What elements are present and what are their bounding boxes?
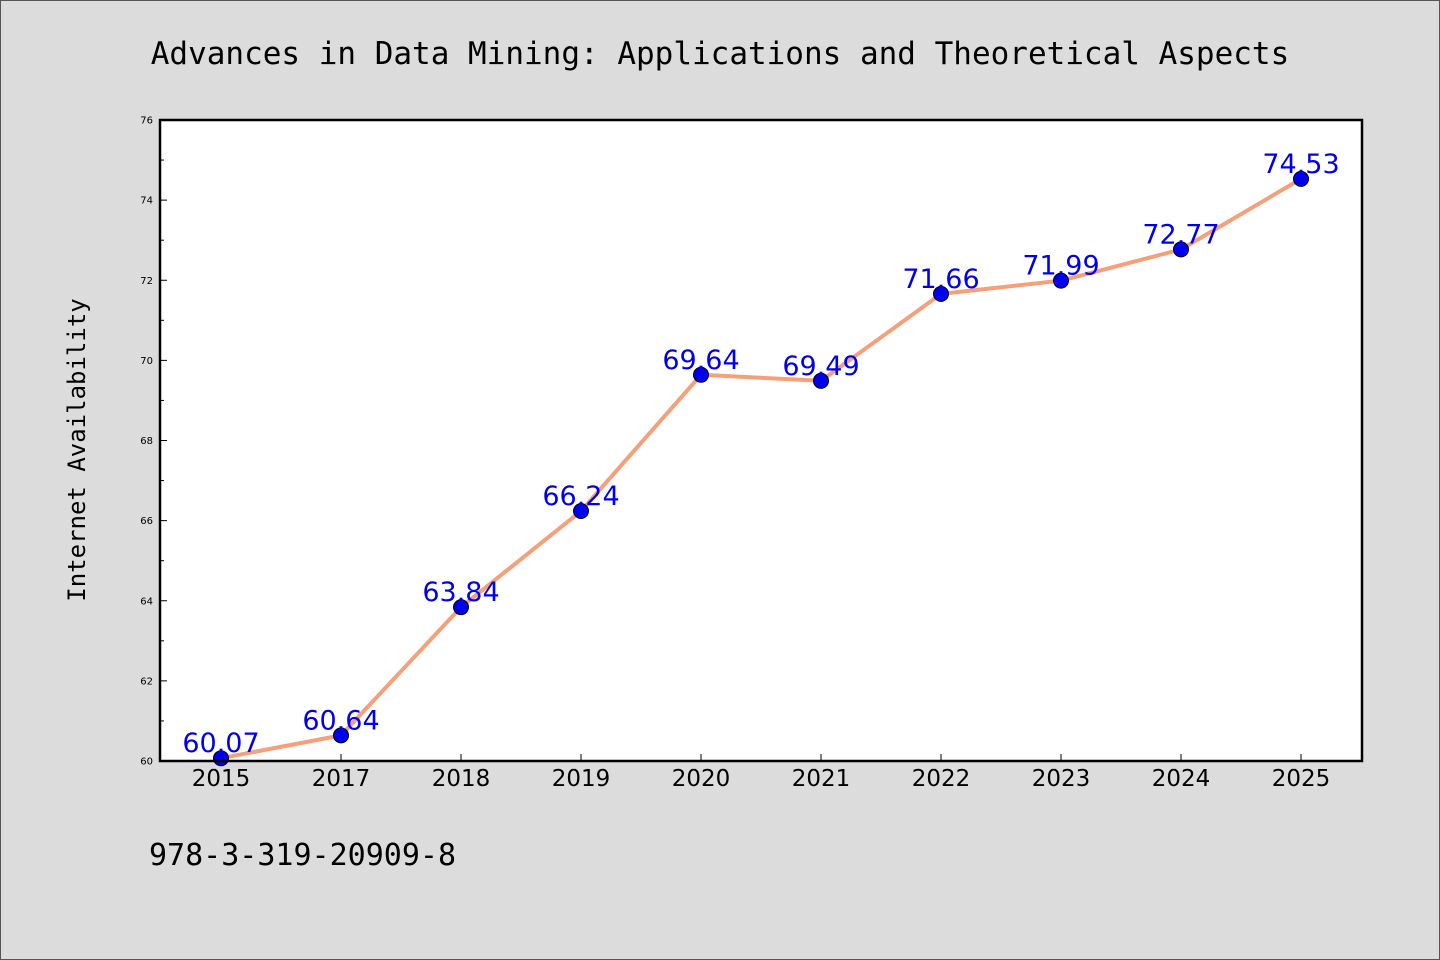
y-tick-label: 60 <box>140 757 153 768</box>
data-label: 66.24 <box>542 481 619 512</box>
data-point <box>693 366 709 383</box>
data-point <box>573 503 589 520</box>
x-tick-label: 2024 <box>1152 766 1211 792</box>
data-label: 72.77 <box>1142 219 1219 250</box>
x-tick-label: 2019 <box>552 766 611 792</box>
chart-title: Advances in Data Mining: Applications an… <box>151 36 1289 72</box>
series-line <box>220 177 1303 761</box>
y-tick-label: 62 <box>140 676 153 687</box>
x-tick-label: 2022 <box>912 766 971 792</box>
y-tick-label: 70 <box>140 356 153 367</box>
plot-area <box>160 120 1362 761</box>
y-tick-label: 66 <box>140 516 153 527</box>
data-label: 69.64 <box>662 345 739 376</box>
x-tick-label: 2025 <box>1272 766 1331 792</box>
x-tick-label: 2017 <box>312 766 371 792</box>
data-label: 71.99 <box>1022 251 1099 282</box>
y-tick-label: 76 <box>140 116 153 127</box>
data-label: 63.84 <box>422 577 499 608</box>
data-point <box>1293 170 1309 187</box>
data-point <box>813 372 829 389</box>
x-tick-label: 2021 <box>792 766 851 792</box>
y-axis-label: Internet Availability <box>63 298 91 601</box>
data-point <box>333 727 349 744</box>
x-tick-label: 2015 <box>192 766 251 792</box>
y-tick-label: 64 <box>140 596 153 607</box>
data-label: 60.07 <box>182 728 259 759</box>
data-point <box>933 285 949 302</box>
data-label: 69.49 <box>782 351 859 382</box>
data-label: 60.64 <box>302 705 379 736</box>
x-axis: 2015 2017 2018 2019 2020 2021 2022 2023 2024 2025 <box>192 754 1331 792</box>
y-tick-label: 72 <box>140 276 153 287</box>
isbn-text: 978-3-319-20909-8 <box>149 838 456 873</box>
data-label: 74.53 <box>1262 149 1339 180</box>
plot-frame <box>158 118 1364 763</box>
data-point <box>1053 272 1069 289</box>
data-labels: 60.07 60.64 63.84 66.24 69.64 69.49 71.66 71.99… <box>182 149 1339 759</box>
y-axis: 60 62 64 66 68 70 72 74 76 <box>140 116 167 768</box>
x-tick-label: 2020 <box>672 766 731 792</box>
series-layer <box>213 170 1309 767</box>
data-point <box>1173 241 1189 258</box>
data-label: 71.66 <box>902 264 979 295</box>
x-tick-label: 2023 <box>1032 766 1091 792</box>
x-tick-label: 2018 <box>432 766 491 792</box>
y-tick-label: 74 <box>140 196 153 207</box>
y-tick-label: 68 <box>140 436 153 447</box>
data-point <box>453 599 469 616</box>
